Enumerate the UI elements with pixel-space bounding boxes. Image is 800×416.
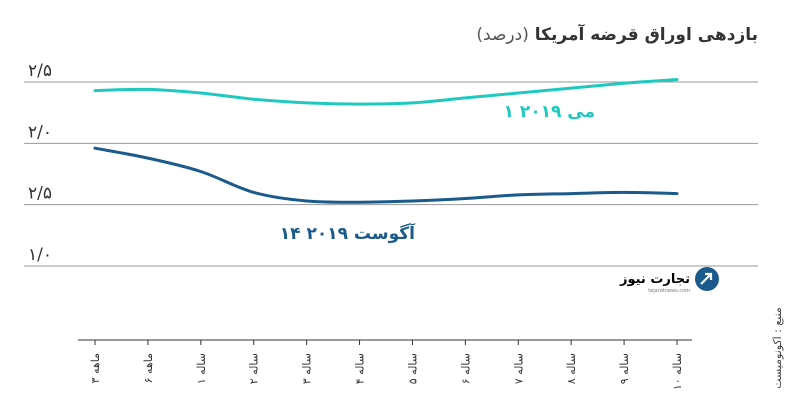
x-tick-label: ۹ ساله — [618, 353, 631, 384]
logo-url: tejaratnews.com — [648, 288, 690, 294]
y-tick-label: ۲/۵ — [28, 184, 52, 204]
series-label: ۱۴ آگوست ۲۰۱۹ — [280, 222, 416, 244]
x-tick-label: ۳ ماهه — [89, 353, 102, 383]
x-tick-label: ۸ ساله — [565, 353, 578, 384]
logo-name: تجارت نیوز — [619, 272, 690, 287]
y-tick-label: ۲/۰ — [28, 122, 52, 142]
series-label: ۱ می ۲۰۱۹ — [504, 102, 595, 122]
x-tick-label: ۵ ساله — [406, 353, 419, 384]
x-tick-label: ۱ ساله — [195, 353, 208, 384]
x-axis: ۳ ماهه ۶ ماهه ۱ ساله ۲ ساله ۳ ساله ۴ ساله ۵ سا… — [78, 339, 692, 390]
x-tick-label: ۳ ساله — [301, 353, 314, 384]
x-tick-label: ۲ ساله — [248, 353, 261, 384]
x-tick-label: ۴ ساله — [354, 353, 367, 384]
series-annotations: ۱ می ۲۰۱۹ ۱۴ آگوست ۲۰۱۹ — [280, 102, 595, 244]
chart-subtitle: (درصد) — [476, 25, 528, 45]
x-tick-label: ۶ ماهه — [142, 353, 155, 383]
x-tick-label: ۶ ساله — [459, 353, 472, 384]
chart-title: بازدهی اوراق قرضه آمریکا (درصد) — [476, 23, 758, 45]
x-tick-label: ۷ ساله — [512, 353, 525, 384]
x-tick-label: ۱۰ ساله — [671, 353, 684, 390]
y-tick-label: ۲/۵ — [28, 61, 52, 81]
series-line — [93, 78, 679, 106]
series-group — [93, 78, 679, 204]
series-line — [93, 146, 679, 204]
y-axis-ticks: ۲/۵ ۲/۰ ۲/۵ ۱/۰ — [28, 61, 52, 265]
tejarat-news-logo: تجارت نیوز tejaratnews.com — [619, 267, 719, 294]
y-tick-label: ۱/۰ — [28, 245, 52, 265]
logo-arrow-shape — [700, 272, 713, 285]
source-note: منبع : اکونومیست — [771, 307, 784, 389]
